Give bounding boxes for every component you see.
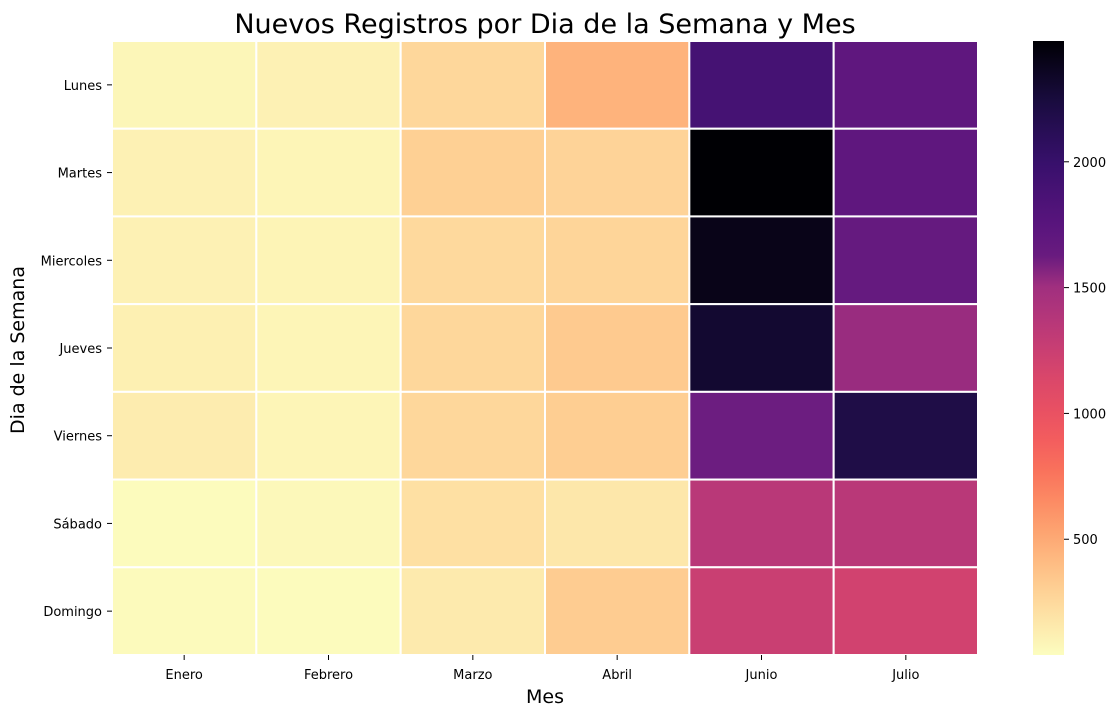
- heatmap-cell: [255, 390, 402, 481]
- heatmap-cell: [111, 303, 258, 393]
- heatmap-cells: [111, 40, 980, 656]
- y-tick-label: Martes: [58, 167, 103, 182]
- x-axis-ticks: Enero Febrero Marzo Abril Junio Julio: [165, 655, 919, 683]
- colorbar-tick-label: 1500: [1073, 282, 1106, 297]
- heatmap-cell: [111, 40, 258, 130]
- heatmap-cell: [688, 40, 835, 130]
- y-axis-ticks: Lunes Martes Miercoles Jueves Viernes Sábado D…: [41, 79, 112, 620]
- y-axis-label: Dia de la Semana: [7, 266, 29, 434]
- heatmap-cell: [399, 390, 546, 481]
- heatmap-cell: [255, 566, 402, 656]
- y-tick-label: Sábado: [53, 517, 102, 532]
- heatmap-cell: [399, 566, 546, 656]
- y-tick-label: Domingo: [43, 605, 102, 620]
- heatmap-cell: [255, 303, 402, 393]
- heatmap-cell: [255, 127, 402, 218]
- x-axis-label: Mes: [526, 686, 564, 708]
- chart-title: Nuevos Registros por Dia de la Semana y …: [234, 9, 855, 40]
- heatmap-cell: [688, 215, 835, 306]
- heatmap-cell: [688, 303, 835, 393]
- heatmap-cell: [832, 127, 980, 218]
- heatmap-cell: [255, 215, 402, 306]
- heatmap-cell: [111, 566, 258, 656]
- colorbar-ticks: 500 1000 1500 2000: [1064, 156, 1106, 548]
- heatmap-cell: [544, 566, 691, 656]
- heatmap-cell: [399, 127, 546, 218]
- x-tick-label: Junio: [745, 668, 778, 683]
- heatmap-cell: [832, 40, 980, 130]
- heatmap-cell: [832, 566, 980, 656]
- y-tick-label: Lunes: [64, 79, 102, 94]
- colorbar-tick-label: 500: [1073, 533, 1098, 548]
- y-tick-label: Miercoles: [41, 254, 103, 269]
- heatmap-cell: [832, 303, 980, 393]
- heatmap-cell: [399, 215, 546, 306]
- x-tick-label: Abril: [602, 668, 632, 683]
- x-tick-label: Enero: [165, 668, 203, 683]
- x-tick-label: Julio: [891, 668, 919, 683]
- heatmap-cell: [111, 127, 258, 218]
- heatmap-cell: [688, 127, 835, 218]
- colorbar: [1033, 41, 1064, 655]
- y-tick-label: Jueves: [58, 342, 102, 357]
- heatmap-cell: [832, 215, 980, 306]
- colorbar-tick-label: 2000: [1073, 156, 1106, 171]
- heatmap-cell: [399, 40, 546, 130]
- heatmap-cell: [544, 478, 691, 569]
- heatmap-cell: [111, 390, 258, 481]
- x-tick-label: Febrero: [304, 668, 353, 683]
- heatmap-cell: [832, 390, 980, 481]
- heatmap-cell: [111, 215, 258, 306]
- heatmap-cell: [688, 390, 835, 481]
- heatmap-cell: [399, 303, 546, 393]
- heatmap-cell: [832, 478, 980, 569]
- heatmap-cell: [111, 478, 258, 569]
- x-tick-label: Marzo: [453, 668, 492, 683]
- heatmap-cell: [544, 40, 691, 130]
- heatmap-cell: [399, 478, 546, 569]
- heatmap-cell: [544, 390, 691, 481]
- heatmap-cell: [544, 303, 691, 393]
- heatmap-cell: [688, 478, 835, 569]
- colorbar-tick-label: 1000: [1073, 407, 1106, 422]
- y-tick-label: Viernes: [54, 430, 103, 445]
- heatmap-cell: [544, 127, 691, 218]
- heatmap-cell: [255, 478, 402, 569]
- heatmap-cell: [255, 40, 402, 130]
- heatmap-cell: [544, 215, 691, 306]
- heatmap-cell: [688, 566, 835, 656]
